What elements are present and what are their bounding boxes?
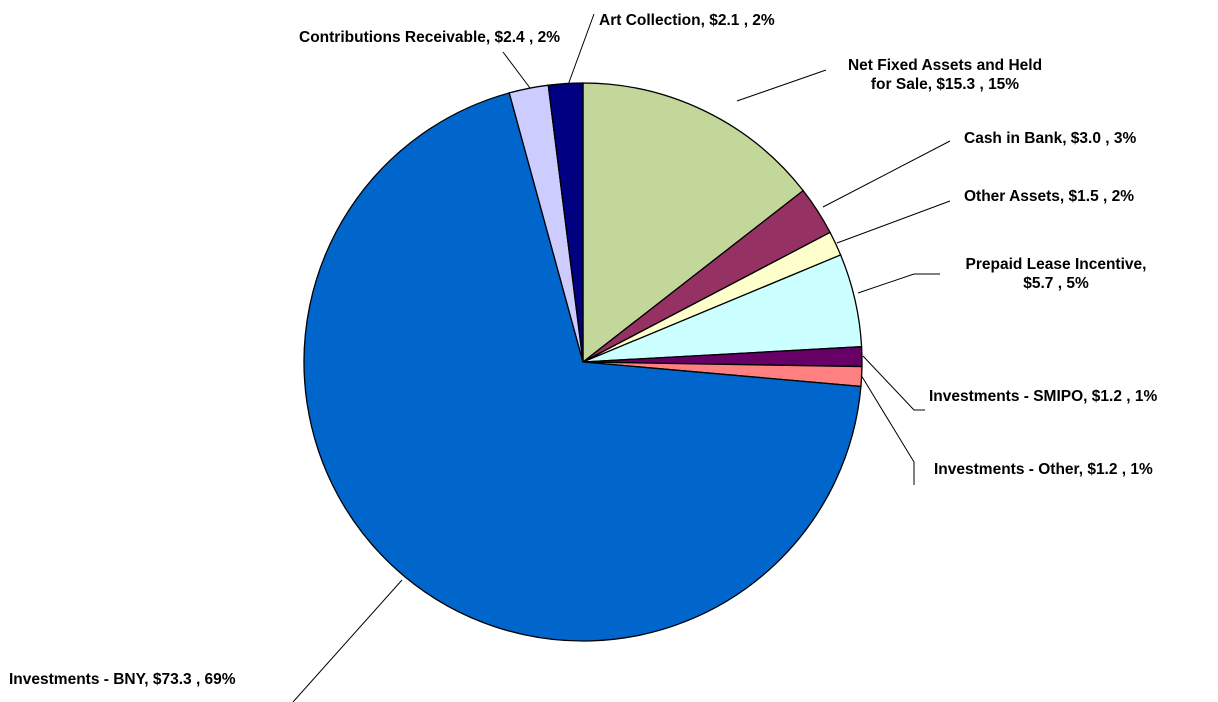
data-label-line: Net Fixed Assets and Held [848,57,1042,74]
data-label-line: Investments - SMIPO, $1.2 , 1% [929,388,1157,405]
data-label-line: Investments - Other, $1.2 , 1% [934,461,1153,478]
leader-line [736,69,827,102]
leader-lines [292,13,951,702]
data-label: Prepaid Lease Incentive, $5.7 , 5% [966,256,1147,292]
data-label-line: for Sale, $15.3 , 15% [871,76,1019,93]
leader-line [567,13,595,86]
leader-line [860,374,915,485]
data-label-line: Cash in Bank, $3.0 , 3% [964,130,1137,147]
pie-slice-art-collection [547,82,584,363]
leader-line [502,51,531,89]
pie-slices [303,82,863,642]
data-label: Other Assets, $1.5 , 2% [964,188,1134,205]
pie-slice-investments-bny [303,92,862,642]
data-label: Investments - BNY, $73.3 , 69% [9,671,236,688]
data-label-line: Prepaid Lease Incentive, [966,256,1147,273]
data-label: Investments - Other, $1.2 , 1% [934,461,1153,478]
leader-line [292,579,403,702]
data-label-line: Investments - BNY, $73.3 , 69% [9,671,236,688]
pie-slice-net-fixed-assets-and-held-for-sale [582,82,805,364]
data-label: Cash in Bank, $3.0 , 3% [964,130,1137,147]
slice-labels: Net Fixed Assets and Held for Sale, $15.3… [9,12,1157,688]
data-label-line: Contributions Receivable, $2.4 , 2% [299,29,560,46]
leader-line [836,200,951,244]
leader-line [822,140,951,208]
data-label-line: Other Assets, $1.5 , 2% [964,188,1134,205]
leader-line [862,355,925,411]
data-label: Investments - SMIPO, $1.2 , 1% [929,388,1157,405]
leader-line [857,273,940,294]
data-label-line: Art Collection, $2.1 , 2% [599,12,775,29]
data-label: Art Collection, $2.1 , 2% [599,12,775,29]
data-label-line: $5.7 , 5% [1023,275,1089,292]
data-label: Contributions Receivable, $2.4 , 2% [299,29,560,46]
data-label: Net Fixed Assets and Held for Sale, $15.3… [848,57,1042,93]
